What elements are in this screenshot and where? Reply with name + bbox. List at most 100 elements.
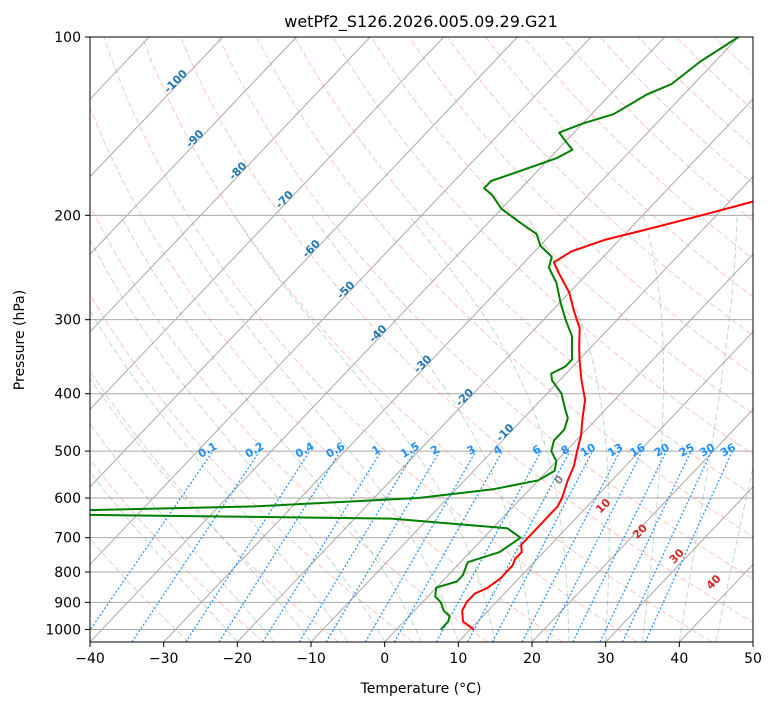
dry-adiabat-line: [90, 293, 414, 642]
y-axis-label: Pressure (hPa): [12, 290, 28, 390]
moist-adiabat-line: [311, 215, 533, 642]
chart-title: wetPf2_S126.2026.005.09.29.G21: [284, 12, 558, 32]
mixing-ratio-label: 25: [677, 441, 697, 460]
isotherm-label: -90: [183, 127, 206, 150]
y-tick-label: 400: [54, 387, 81, 403]
dry-adiabat-line: [90, 377, 339, 642]
mixing-ratio-label: 0.6: [324, 439, 348, 460]
isotherm-label: -40: [366, 322, 389, 345]
mixing-ratio-line: [298, 450, 416, 642]
mixing-ratio-line: [393, 450, 504, 642]
dry-adiabat-line: [752, 37, 753, 39]
mixing-ratio-label: 13: [606, 441, 626, 460]
x-tick-label: 50: [744, 651, 762, 667]
line-annotations: 0.1 0.2 0.4 0.6 1 1.5 2 3 4 6 8 10 13 16 20 25 30 36-100-…: [161, 67, 738, 592]
x-tick-label: 40: [670, 651, 688, 667]
mixing-ratio-line: [325, 450, 441, 642]
y-tick-label: 1000: [45, 622, 81, 638]
mixing-ratio-line: [644, 450, 733, 642]
mixing-ratio-line: [218, 450, 342, 642]
x-tick-label: 0: [380, 651, 389, 667]
mixing-ratio-label: 10: [578, 441, 598, 460]
isotherm-line: [605, 486, 753, 642]
moist-adiabat-line: [90, 309, 349, 642]
x-axis: −40 −30 −20 −10 0 10 20 30 40 50: [75, 642, 762, 667]
background-lines: [90, 37, 753, 642]
moist-adiabat-label: 30: [667, 546, 687, 566]
isotherm-label: -80: [226, 159, 249, 182]
isotherm-label: -70: [273, 188, 296, 211]
isotherm-line: [90, 37, 371, 333]
moist-adiabat-label: 40: [704, 572, 724, 592]
dry-adiabat-line: [294, 37, 753, 496]
mixing-ratio-line: [621, 450, 713, 642]
x-tick-label: 30: [597, 651, 615, 667]
dewpoint-line: [90, 37, 739, 631]
mixing-ratio-label: 30: [697, 441, 717, 460]
dry-adiabat-line: [637, 37, 753, 148]
mixing-ratio-label: 1.5: [398, 440, 421, 461]
mixing-ratio-line: [364, 450, 477, 642]
mixing-ratio-line: [572, 450, 667, 642]
moist-adiabat-line: [642, 215, 665, 642]
isotherm-line: [90, 37, 224, 178]
mixing-ratio-label: 8: [559, 443, 572, 458]
isotherm-label: -10: [493, 421, 516, 444]
y-tick-label: 700: [54, 531, 81, 547]
dry-adiabat-line: [103, 37, 638, 642]
dry-adiabat-line: [90, 458, 264, 642]
isotherm-label: -60: [300, 237, 323, 260]
y-tick-label: 100: [54, 30, 81, 46]
mixing-ratio-label: 16: [628, 441, 648, 460]
isotherm-label: -30: [411, 352, 434, 375]
dry-adiabat-line: [561, 37, 753, 222]
isotherm-line: [384, 253, 753, 642]
y-tick-label: 600: [54, 491, 81, 507]
isotherm-label: -100: [161, 67, 190, 96]
moist-adiabat-line: [525, 215, 610, 642]
y-tick-label: 300: [54, 313, 81, 329]
dry-adiabat-line: [332, 37, 753, 455]
moist-adiabat-line: [233, 215, 496, 642]
dry-adiabat-line: [446, 37, 753, 336]
mixing-ratio-label: 0.2: [243, 440, 266, 461]
mixing-ratio-label: 0.1: [196, 440, 219, 461]
isotherm-line: [310, 176, 753, 642]
plot-frame: [89, 36, 754, 643]
mixing-ratio-line: [262, 450, 382, 642]
mixing-ratio-label: 1: [370, 443, 383, 458]
dry-adiabat-line: [217, 37, 753, 580]
isotherm-line: [163, 37, 739, 642]
x-axis-label: Temperature (°C): [360, 681, 482, 697]
moist-adiabat-line: [171, 215, 459, 642]
mixing-ratio-line: [185, 450, 311, 642]
dry-adiabat-line: [256, 37, 753, 538]
mixing-ratio-label: 0.4: [293, 439, 317, 460]
moist-adiabat-line: [90, 471, 238, 642]
isotherm-line: [90, 37, 297, 256]
dry-adiabat-line: [408, 37, 753, 375]
mixing-ratio-label: 4: [491, 442, 504, 457]
temperature-line: [461, 200, 753, 631]
dry-adiabat-line: [714, 37, 753, 75]
y-axis: 100 200 300 400 500 600 700 800 900 1000: [45, 30, 90, 638]
dry-adiabat-line: [485, 37, 753, 298]
mixing-ratio-line: [599, 450, 692, 642]
moist-adiabat-label: 0: [552, 472, 567, 487]
dry-adiabat-line: [141, 37, 712, 642]
moist-adiabat-line: [120, 215, 422, 642]
moist-adiabat-line: [408, 214, 570, 642]
mixing-ratio-line: [545, 450, 643, 642]
isotherm-line: [90, 37, 592, 566]
y-tick-label: 800: [54, 565, 81, 581]
moist-adiabat-line: [715, 465, 753, 642]
moist-adiabat-label: 20: [630, 521, 650, 541]
x-tick-label: −10: [296, 651, 326, 667]
x-tick-label: −30: [149, 651, 179, 667]
mixing-ratio-label: 3: [465, 443, 478, 458]
isotherm-line: [90, 37, 445, 411]
y-tick-label: 500: [54, 444, 81, 460]
isotherm-line: [90, 37, 666, 642]
profile-lines: [90, 37, 753, 631]
